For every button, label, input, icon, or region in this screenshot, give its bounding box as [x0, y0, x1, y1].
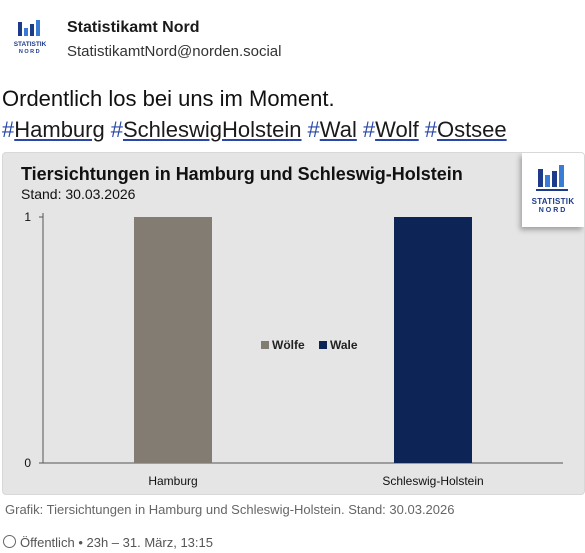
avatar-text-1: STATISTIK: [14, 41, 47, 48]
post-text: Ordentlich los bei uns im Moment.: [2, 86, 335, 111]
logo-text-statistik: STATISTIK: [531, 197, 575, 206]
avatar-text-2: NORD: [19, 49, 41, 55]
hashtag-schleswigholstein[interactable]: #SchleswigHolstein: [110, 117, 302, 142]
hashtag-list: #Hamburg #SchleswigHolstein #Wal #Wolf #Osts…: [2, 114, 513, 145]
account-name[interactable]: Statistikamt Nord: [67, 19, 200, 36]
chart-logo: STATISTIK NORD: [522, 153, 584, 227]
bar-wölfe: [134, 217, 212, 463]
y-tick-label: 0: [24, 456, 31, 470]
hashtag-wolf[interactable]: #Wolf: [362, 117, 419, 142]
x-tick-label: Schleswig-Holstein: [382, 474, 483, 488]
legend-label: Wölfe: [272, 338, 305, 352]
statistik-nord-logo-icon: STATISTIK NORD: [14, 20, 47, 55]
hashtag-hamburg[interactable]: #Hamburg: [2, 117, 105, 142]
globe-icon: [3, 535, 16, 548]
account-avatar[interactable]: STATISTIK NORD: [10, 18, 50, 58]
post-footer: Öffentlich • 23h – 31. März, 13:15: [3, 535, 213, 550]
statistik-nord-logo-icon: [536, 165, 568, 191]
y-tick-label: 1: [24, 210, 31, 224]
bar-chart: 0 1 Hamburg Schleswig-Holstein Wölfe Wale: [24, 210, 563, 488]
post-header: STATISTIK NORD Statistikamt Nord Statist…: [0, 0, 585, 70]
legend-swatch: [261, 341, 269, 349]
chart-subtitle: Stand: 30.03.2026: [21, 186, 136, 202]
hashtag-wal[interactable]: #Wal: [307, 117, 357, 142]
x-tick-label: Hamburg: [148, 474, 197, 488]
chart-image[interactable]: Tiersichtungen in Hamburg und Schleswig-…: [2, 152, 585, 495]
bar-wale: [394, 217, 472, 463]
account-handle[interactable]: StatistikamtNord@norden.social: [67, 43, 282, 60]
image-caption: Grafik: Tiersichtungen in Hamburg und Sc…: [5, 502, 455, 517]
legend-label: Wale: [330, 338, 358, 352]
visibility-label[interactable]: Öffentlich: [20, 535, 75, 550]
logo-text-nord: NORD: [538, 207, 568, 214]
footer-separator: •: [78, 535, 83, 550]
chart-title: Tiersichtungen in Hamburg und Schleswig-…: [21, 164, 463, 184]
post-timestamp[interactable]: 23h – 31. März, 13:15: [86, 535, 213, 550]
legend-swatch: [319, 341, 327, 349]
hashtag-ostsee[interactable]: #Ostsee: [424, 117, 507, 142]
